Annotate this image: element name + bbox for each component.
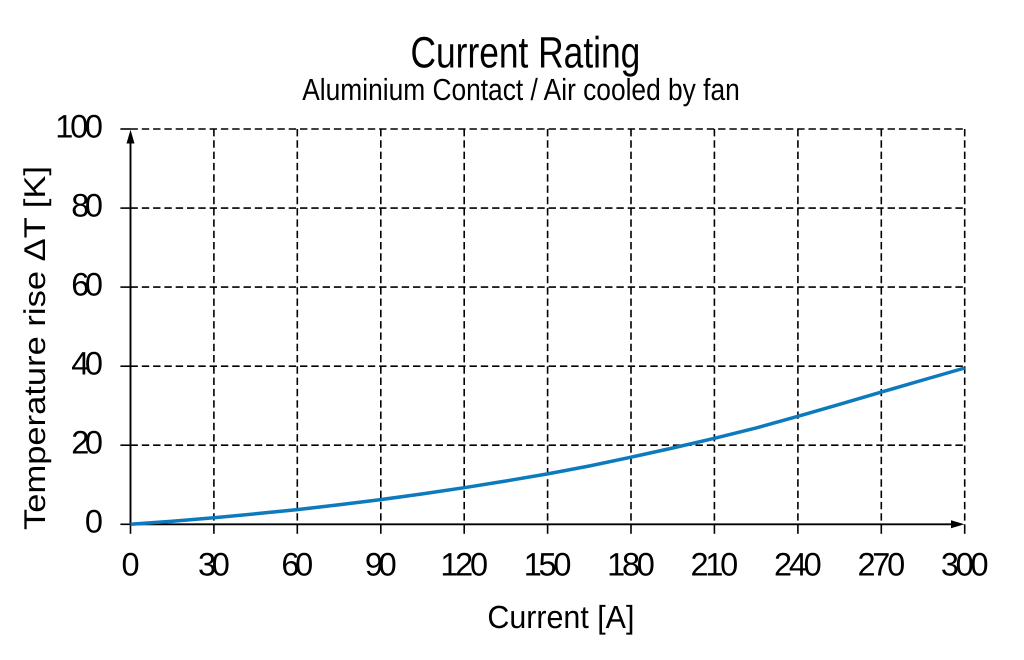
- svg-text:60: 60: [71, 267, 103, 303]
- svg-text:Aluminium Contact / Air cooled: Aluminium Contact / Air cooled by fan: [302, 73, 740, 107]
- svg-text:30: 30: [198, 547, 230, 583]
- svg-text:300: 300: [941, 547, 989, 583]
- svg-text:150: 150: [524, 547, 572, 583]
- svg-text:240: 240: [774, 547, 822, 583]
- svg-text:Current Rating: Current Rating: [411, 28, 641, 77]
- svg-text:100: 100: [55, 108, 103, 144]
- svg-text:270: 270: [857, 547, 905, 583]
- svg-text:90: 90: [365, 547, 397, 583]
- svg-text:120: 120: [440, 547, 488, 583]
- svg-text:0: 0: [85, 504, 103, 540]
- svg-text:210: 210: [691, 547, 739, 583]
- svg-text:60: 60: [281, 547, 313, 583]
- svg-text:180: 180: [607, 547, 655, 583]
- svg-text:80: 80: [71, 187, 103, 223]
- svg-text:20: 20: [71, 425, 103, 461]
- svg-text:Temperature rise ΔT [K]: Temperature rise ΔT [K]: [19, 166, 52, 530]
- svg-text:0: 0: [121, 547, 139, 583]
- svg-text:40: 40: [71, 346, 103, 382]
- svg-text:Current [A]: Current [A]: [487, 599, 634, 635]
